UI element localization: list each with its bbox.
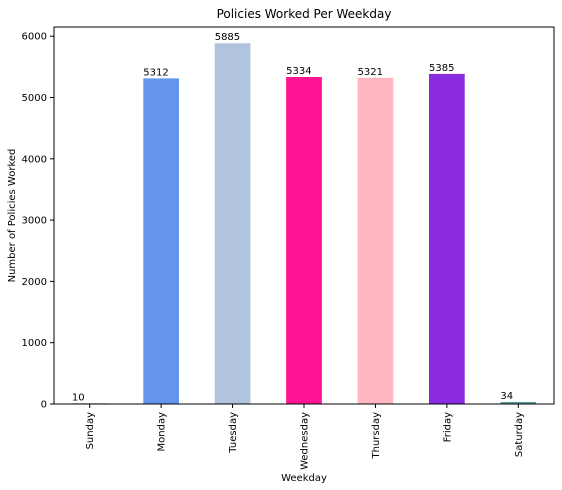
bar-friday <box>429 73 465 405</box>
x-tick-label-friday: Friday <box>442 412 453 442</box>
y-tick-label-6000: 6000 <box>22 32 47 43</box>
y-tick-label-5000: 5000 <box>22 93 47 104</box>
x-tick-label-monday: Monday <box>157 412 168 452</box>
y-tick-label-0: 0 <box>41 400 47 411</box>
bar-tuesday <box>214 43 251 404</box>
y-tick-label-1000: 1000 <box>22 338 47 349</box>
data-label-friday: 5385 <box>429 63 454 74</box>
x-tick-label-thursday: Thursday <box>371 412 382 460</box>
data-label-saturday: 34 <box>500 391 513 402</box>
bar-wednesday <box>286 77 322 405</box>
x-tick-label-sunday: Sunday <box>85 412 96 449</box>
data-label-wednesday: 5334 <box>286 66 311 77</box>
chart-title: Policies Worked Per Weekday <box>217 7 392 21</box>
data-label-thursday: 5321 <box>358 67 383 78</box>
x-tick-label-wednesday: Wednesday <box>300 412 311 470</box>
data-label-sunday: 10 <box>72 392 85 403</box>
bar-thursday <box>357 77 394 405</box>
y-tick-label-4000: 4000 <box>22 154 47 165</box>
x-axis: Sunday Monday Tuesday Wednesday Thursday Frid… <box>85 404 525 470</box>
data-label-tuesday: 5885 <box>215 32 240 43</box>
x-tick-label-tuesday: Tuesday <box>228 412 239 454</box>
data-label-monday: 5312 <box>143 67 168 78</box>
y-axis: 0 1000 2000 3000 4000 5000 6000 <box>22 32 54 411</box>
y-tick-label-2000: 2000 <box>22 277 47 288</box>
data-labels-group: 10 5312 5885 5334 5321 5385 34 <box>72 32 513 403</box>
bar-monday <box>143 78 179 404</box>
bar-saturday <box>500 401 537 404</box>
bars-group <box>71 43 537 405</box>
y-tick-label-3000: 3000 <box>22 216 47 227</box>
x-axis-label: Weekday <box>281 473 327 484</box>
x-tick-label-saturday: Saturday <box>514 412 525 457</box>
plot-frame <box>53 26 555 405</box>
y-axis-label: Number of Policies Worked <box>7 149 18 283</box>
